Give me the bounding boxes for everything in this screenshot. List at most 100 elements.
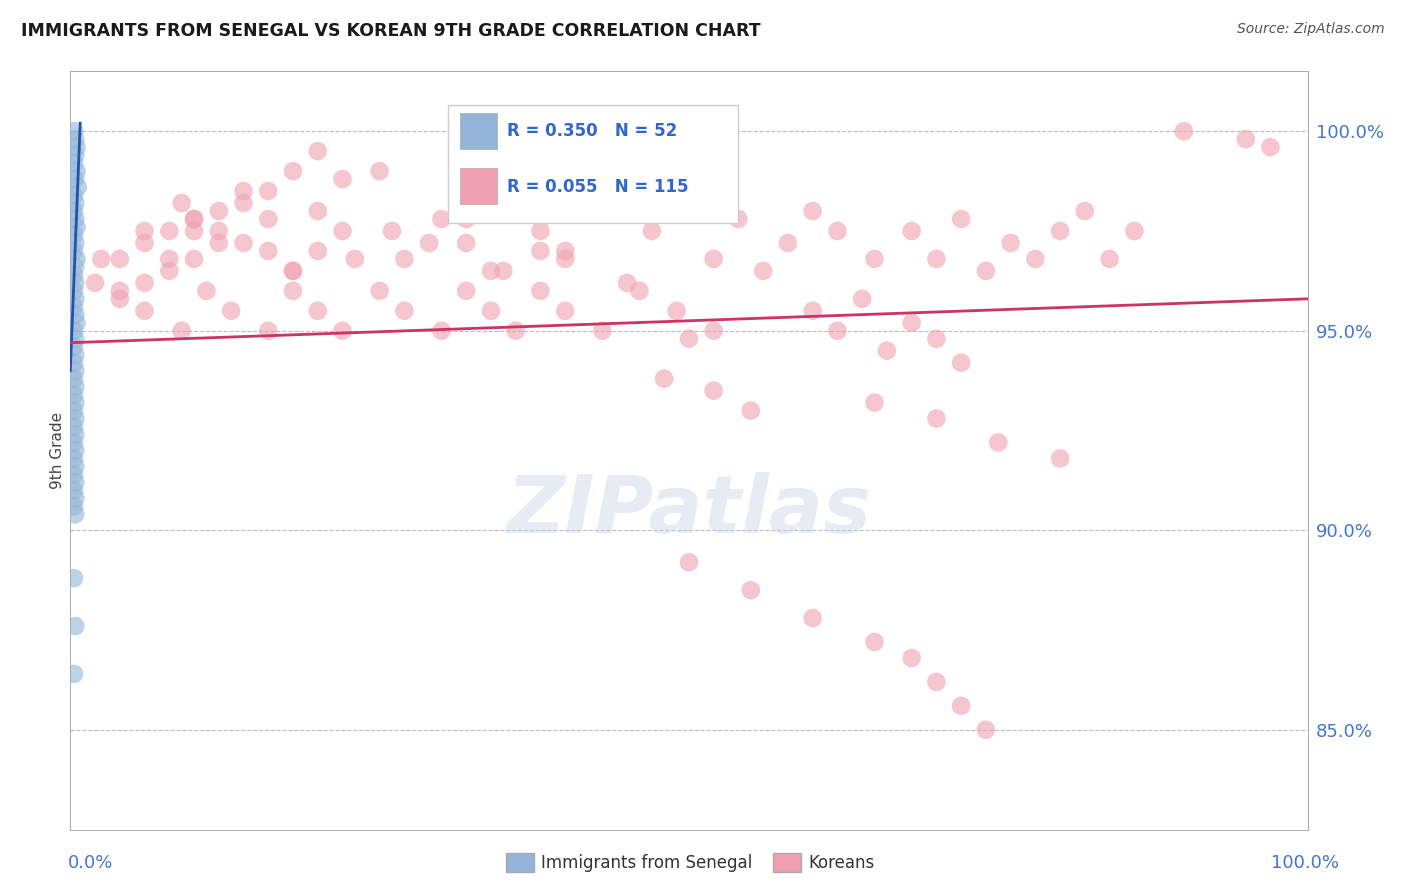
Text: Koreans: Koreans	[808, 854, 875, 871]
Point	[652, 371, 675, 385]
Point	[134, 303, 156, 318]
Point	[430, 324, 453, 338]
Point	[863, 635, 886, 649]
Text: 100.0%: 100.0%	[1271, 854, 1339, 871]
Point	[65, 332, 87, 346]
Point	[1049, 451, 1071, 466]
Text: 0.0%: 0.0%	[67, 854, 112, 871]
Point	[63, 300, 86, 314]
Point	[418, 235, 440, 250]
Point	[740, 403, 762, 417]
Point	[63, 403, 86, 417]
Point	[925, 674, 948, 689]
Point	[529, 284, 551, 298]
Point	[307, 244, 329, 258]
Point	[281, 264, 304, 278]
Point	[529, 224, 551, 238]
Point	[776, 235, 799, 250]
Point	[554, 244, 576, 258]
Point	[65, 508, 87, 522]
Point	[63, 371, 86, 385]
Point	[65, 132, 87, 146]
Point	[170, 324, 193, 338]
Point	[863, 252, 886, 266]
Point	[307, 303, 329, 318]
Point	[974, 264, 997, 278]
Point	[195, 284, 218, 298]
FancyBboxPatch shape	[447, 105, 738, 223]
Point	[65, 443, 87, 458]
Point	[678, 204, 700, 219]
Text: IMMIGRANTS FROM SENEGAL VS KOREAN 9TH GRADE CORRELATION CHART: IMMIGRANTS FROM SENEGAL VS KOREAN 9TH GR…	[21, 22, 761, 40]
Point	[801, 611, 824, 625]
Point	[1024, 252, 1046, 266]
Point	[65, 395, 87, 409]
Point	[65, 219, 87, 234]
Point	[876, 343, 898, 358]
Point	[987, 435, 1010, 450]
Point	[208, 224, 231, 238]
Point	[208, 204, 231, 219]
Point	[63, 204, 86, 219]
Point	[63, 451, 86, 466]
Point	[84, 276, 107, 290]
Text: R = 0.055   N = 115: R = 0.055 N = 115	[508, 178, 689, 196]
Point	[925, 252, 948, 266]
Point	[63, 324, 86, 338]
Point	[63, 387, 86, 401]
Point	[950, 698, 973, 713]
Point	[1098, 252, 1121, 266]
Point	[183, 252, 205, 266]
Point	[1260, 140, 1282, 154]
Point	[678, 332, 700, 346]
Point	[394, 303, 416, 318]
Point	[307, 144, 329, 158]
FancyBboxPatch shape	[460, 113, 498, 150]
Point	[257, 244, 280, 258]
Point	[66, 180, 89, 194]
Point	[752, 264, 775, 278]
Point	[65, 252, 87, 266]
Point	[740, 583, 762, 598]
Point	[974, 723, 997, 737]
Point	[827, 224, 849, 238]
Point	[63, 156, 86, 170]
Point	[703, 324, 725, 338]
Point	[157, 224, 180, 238]
Point	[134, 276, 156, 290]
Point	[65, 459, 87, 474]
Point	[232, 196, 254, 211]
Point	[65, 308, 87, 322]
Point	[628, 284, 651, 298]
Point	[332, 324, 354, 338]
Point	[281, 264, 304, 278]
Point	[641, 224, 664, 238]
Point	[492, 264, 515, 278]
Point	[63, 284, 86, 298]
Point	[63, 483, 86, 498]
Point	[63, 356, 86, 370]
Point	[827, 324, 849, 338]
Point	[63, 500, 86, 514]
Point	[63, 227, 86, 242]
Point	[63, 419, 86, 434]
Point	[65, 276, 87, 290]
Point	[456, 235, 478, 250]
Point	[65, 427, 87, 442]
Point	[554, 252, 576, 266]
Point	[63, 188, 86, 202]
Point	[65, 316, 87, 330]
Point	[529, 244, 551, 258]
Point	[65, 364, 87, 378]
Point	[579, 184, 602, 198]
Point	[63, 340, 86, 354]
Point	[65, 140, 87, 154]
Point	[591, 324, 613, 338]
FancyBboxPatch shape	[460, 168, 498, 204]
Point	[219, 303, 242, 318]
Point	[950, 356, 973, 370]
Point	[505, 324, 527, 338]
Point	[65, 292, 87, 306]
Point	[257, 324, 280, 338]
Point	[950, 212, 973, 227]
